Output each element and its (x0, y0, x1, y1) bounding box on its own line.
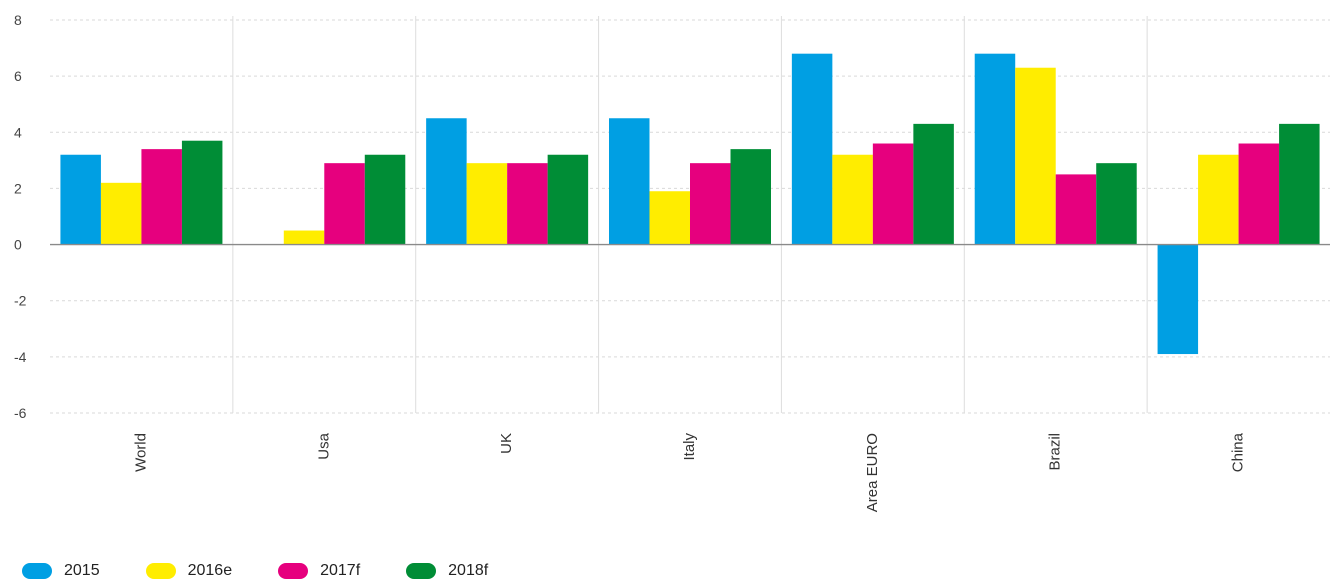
bar-2018f-world (181, 140, 223, 245)
bar-2016e-area-euro (832, 154, 873, 245)
bar-2018f-brazil (1096, 163, 1137, 245)
legend-swatch (145, 563, 176, 579)
y-tick-label: -4 (14, 349, 27, 365)
bar-2015-uk (426, 118, 467, 245)
bar-2015-brazil (974, 53, 1016, 245)
bar-2016e-italy (649, 191, 690, 245)
bar-2017f-uk (507, 163, 548, 245)
legend-swatch (22, 563, 52, 579)
bar-2015-area-euro (791, 53, 833, 245)
x-category-label: UK (498, 433, 515, 454)
legend-item: 2018f (406, 562, 488, 580)
legend-swatch (406, 563, 437, 579)
legend-label: 2016e (187, 562, 233, 579)
bar-2016e-china (1198, 154, 1239, 245)
bar-2016e-uk (466, 163, 508, 245)
x-category-label: Area EURO (864, 433, 881, 512)
legend-label: 2015 (64, 562, 100, 579)
x-category-label: Italy (681, 433, 698, 461)
grid-lines (50, 16, 1330, 414)
bar-2016e-world (100, 182, 142, 245)
bar-2018f-uk (547, 154, 589, 245)
bar-chart: 8 6 4 2 0 -2 -4 -6 World Usa UK Italy Area EURO Braz… (14, 12, 1330, 512)
y-tick-label: -6 (14, 405, 27, 421)
bar-2016e-brazil (1015, 67, 1056, 245)
x-category-label: Brazil (1047, 433, 1064, 471)
bar-2017f-usa (324, 163, 365, 245)
bar-2017f-world (141, 149, 182, 245)
legend-label: 2017f (320, 562, 361, 579)
y-tick-label: -2 (14, 293, 27, 309)
legend-item: 2015 (22, 562, 100, 580)
bar-2018f-usa (364, 154, 406, 245)
bar-2017f-area-euro (872, 143, 914, 245)
y-tick-label: 6 (14, 68, 22, 84)
bar-2018f-italy (730, 149, 771, 245)
bar-2017f-brazil (1055, 174, 1097, 245)
legend-item: 2017f (278, 562, 360, 580)
x-category-label: Usa (315, 432, 332, 459)
y-tick-label: 8 (14, 12, 22, 28)
bar-2015-italy (609, 118, 650, 245)
bar-2017f-china (1238, 143, 1280, 245)
bar-2018f-area-euro (913, 123, 954, 245)
bar-2017f-italy (690, 163, 731, 245)
legend-label: 2018f (448, 562, 489, 579)
y-tick-label: 2 (14, 180, 22, 196)
x-category-label: World (132, 433, 149, 472)
bar-2016e-usa (283, 230, 325, 245)
bar-2015-china (1157, 244, 1199, 355)
x-axis-categories: World Usa UK Italy Area EURO Brazil China (132, 432, 1246, 512)
y-axis-ticks: 8 6 4 2 0 -2 -4 -6 (14, 12, 27, 421)
y-tick-label: 0 (14, 237, 22, 253)
x-category-label: China (1230, 432, 1247, 472)
bar-2015-world (60, 154, 101, 245)
y-tick-label: 4 (14, 124, 22, 140)
legend: 2015 2016e 2017f 2018f (22, 562, 534, 580)
legend-item: 2016e (145, 562, 233, 580)
bars (60, 53, 1320, 355)
bar-2018f-china (1279, 123, 1320, 245)
legend-swatch (278, 563, 309, 579)
